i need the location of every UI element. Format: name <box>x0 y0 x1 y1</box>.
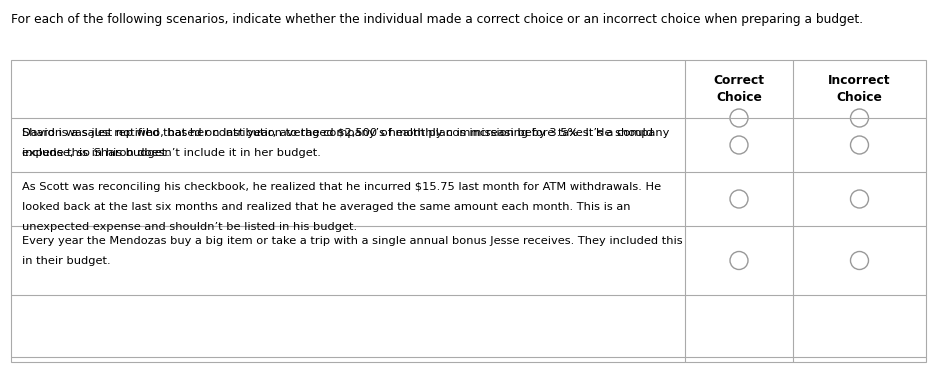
Text: David is a sales rep who, based on last year, averaged $2,500 of monthly commiss: David is a sales rep who, based on last … <box>22 128 652 138</box>
Text: Sharon was just notified that her contribution to the company’s health plan is i: Sharon was just notified that her contri… <box>22 128 668 138</box>
Text: As Scott was reconciling his checkbook, he realized that he incurred $15.75 last: As Scott was reconciling his checkbook, … <box>22 182 661 192</box>
Bar <box>11 60 925 362</box>
Text: include this in his budget.: include this in his budget. <box>22 148 169 158</box>
Text: For each of the following scenarios, indicate whether the individual made a corr: For each of the following scenarios, ind… <box>11 13 862 26</box>
Text: Incorrect
Choice: Incorrect Choice <box>827 74 890 104</box>
Text: in their budget.: in their budget. <box>22 256 110 266</box>
Text: Correct
Choice: Correct Choice <box>712 74 764 104</box>
Text: Every year the Mendozas buy a big item or take a trip with a single annual bonus: Every year the Mendozas buy a big item o… <box>22 236 682 246</box>
Text: looked back at the last six months and realized that he averaged the same amount: looked back at the last six months and r… <box>22 202 630 212</box>
Text: unexpected expense and shouldn’t be listed in his budget.: unexpected expense and shouldn’t be list… <box>22 222 357 232</box>
Text: expense, so Sharon doesn’t include it in her budget.: expense, so Sharon doesn’t include it in… <box>22 148 320 158</box>
